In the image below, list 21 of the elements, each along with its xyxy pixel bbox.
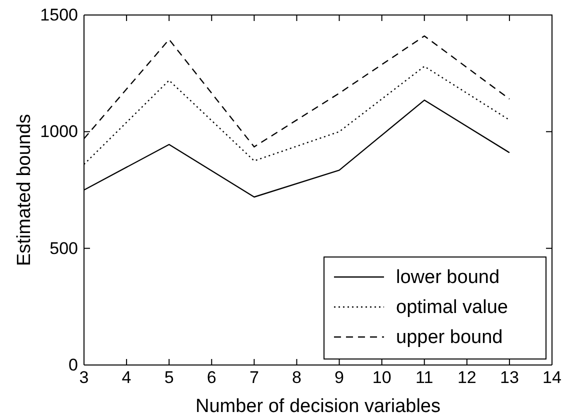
x-tick-label: 5 <box>164 368 174 388</box>
legend-label: lower bound <box>396 267 500 288</box>
y-tick-label: 0 <box>68 355 78 374</box>
legend-label: optimal value <box>396 297 508 318</box>
x-tick-label: 6 <box>206 368 216 388</box>
y-tick-label: 1500 <box>40 5 78 24</box>
x-tick-label: 4 <box>122 368 132 388</box>
x-tick-label: 8 <box>292 368 302 388</box>
x-tick-label: 7 <box>249 368 259 388</box>
y-tick-label: 1000 <box>40 122 78 142</box>
legend-label: upper bound <box>396 327 503 348</box>
x-tick-label: 12 <box>457 368 476 388</box>
y-axis-title: Estimated bounds <box>14 114 35 266</box>
x-tick-label: 11 <box>416 368 434 388</box>
x-tick-label: 13 <box>500 368 519 388</box>
x-tick-label: 14 <box>542 368 562 388</box>
x-tick-label: 3 <box>79 368 89 388</box>
x-tick-label: 10 <box>372 368 392 388</box>
x-axis-title: Number of decision variables <box>195 396 441 417</box>
y-tick-label: 500 <box>50 238 78 258</box>
x-tick-label: 9 <box>334 368 344 388</box>
